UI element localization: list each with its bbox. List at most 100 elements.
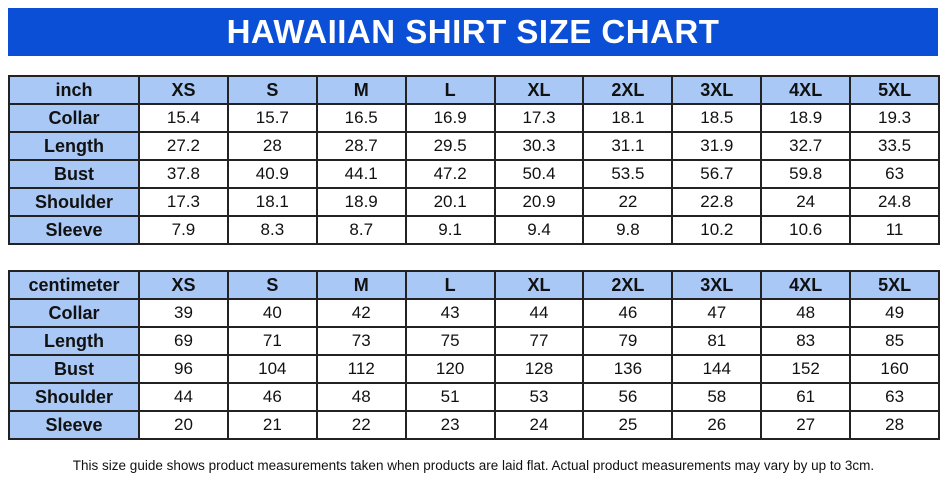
table-row: Bust 96 104 112 120 128 136 144 152 160 (8, 354, 941, 384)
row-label: Bust (8, 159, 140, 189)
size-header: 3XL (671, 270, 763, 300)
table-row: Sleeve 20 21 22 23 24 25 26 27 28 (8, 410, 941, 440)
measurement-cell: 63 (849, 382, 941, 412)
measurement-cell: 69 (138, 326, 229, 356)
measurement-cell: 33.5 (849, 131, 941, 161)
table-row: Shoulder 44 46 48 51 53 56 58 61 63 (8, 382, 941, 412)
measurement-cell: 44 (138, 382, 229, 412)
measurement-cell: 104 (226, 354, 318, 384)
row-label: Sleeve (8, 215, 140, 245)
measurement-cell: 9.4 (493, 215, 585, 245)
measurement-cell: 128 (493, 354, 585, 384)
measurement-cell: 17.3 (138, 187, 229, 217)
measurement-cell: 96 (138, 354, 229, 384)
size-header: 5XL (849, 270, 941, 300)
measurement-cell: 20 (138, 410, 229, 440)
measurement-cell: 16.9 (404, 103, 496, 133)
measurement-cell: 10.6 (760, 215, 852, 245)
unit-label: inch (8, 75, 140, 105)
measurement-cell: 15.7 (226, 103, 318, 133)
measurement-cell: 18.1 (582, 103, 674, 133)
size-header: M (315, 75, 407, 105)
measurement-cell: 85 (849, 326, 941, 356)
measurement-cell: 28.7 (315, 131, 407, 161)
measurement-cell: 73 (315, 326, 407, 356)
measurement-cell: 51 (404, 382, 496, 412)
measurement-cell: 37.8 (138, 159, 229, 189)
measurement-cell: 61 (760, 382, 852, 412)
measurement-cell: 112 (315, 354, 407, 384)
measurement-cell: 8.3 (226, 215, 318, 245)
measurement-cell: 47 (671, 298, 763, 328)
table-row: Collar 15.4 15.7 16.5 16.9 17.3 18.1 18.5 18.9 19… (8, 103, 941, 133)
measurement-cell: 9.8 (582, 215, 674, 245)
measurement-cell: 40 (226, 298, 318, 328)
measurement-cell: 83 (760, 326, 852, 356)
measurement-cell: 21 (226, 410, 318, 440)
footnote: This size guide shows product measuremen… (72, 458, 875, 473)
size-header: 3XL (671, 75, 763, 105)
measurement-cell: 39 (138, 298, 229, 328)
measurement-cell: 29.5 (404, 131, 496, 161)
measurement-cell: 7.9 (138, 215, 229, 245)
measurement-cell: 11 (849, 215, 941, 245)
measurement-cell: 16.5 (315, 103, 407, 133)
measurement-cell: 31.9 (671, 131, 763, 161)
measurement-cell: 44.1 (315, 159, 407, 189)
row-label: Shoulder (8, 382, 140, 412)
size-header: 2XL (582, 270, 674, 300)
measurement-cell: 17.3 (493, 103, 585, 133)
table-row: Sleeve 7.9 8.3 8.7 9.1 9.4 9.8 10.2 10.6 11 (8, 215, 941, 245)
table-row: Bust 37.8 40.9 44.1 47.2 50.4 53.5 56.7 59.8 63 (8, 159, 941, 189)
table-row: Collar 39 40 42 43 44 46 47 48 49 (8, 298, 941, 328)
table-row: Shoulder 17.3 18.1 18.9 20.1 20.9 22 22.8 24 24.8 (8, 187, 941, 217)
measurement-cell: 32.7 (760, 131, 852, 161)
measurement-cell: 30.3 (493, 131, 585, 161)
measurement-cell: 20.1 (404, 187, 496, 217)
measurement-cell: 24.8 (849, 187, 941, 217)
size-header: 4XL (760, 270, 852, 300)
table-row: Length 69 71 73 75 77 79 81 83 85 (8, 326, 941, 356)
measurement-cell: 75 (404, 326, 496, 356)
size-header: XL (493, 270, 585, 300)
measurement-cell: 18.5 (671, 103, 763, 133)
measurement-cell: 144 (671, 354, 763, 384)
size-header: XS (138, 75, 229, 105)
measurement-cell: 56 (582, 382, 674, 412)
page-title: HAWAIIAN SHIRT SIZE CHART (226, 13, 720, 50)
table-row: Length 27.2 28 28.7 29.5 30.3 31.1 31.9 32.7 33.5 (8, 131, 941, 161)
size-header: 4XL (760, 75, 852, 105)
measurement-cell: 44 (493, 298, 585, 328)
row-label: Shoulder (8, 187, 140, 217)
measurement-cell: 56.7 (671, 159, 763, 189)
measurement-cell: 20.9 (493, 187, 585, 217)
measurement-cell: 10.2 (671, 215, 763, 245)
measurement-cell: 46 (226, 382, 318, 412)
measurement-cell: 49 (849, 298, 941, 328)
size-header: XL (493, 75, 585, 105)
measurement-cell: 47.2 (404, 159, 496, 189)
measurement-cell: 53 (493, 382, 585, 412)
measurement-cell: 24 (493, 410, 585, 440)
measurement-cell: 18.9 (315, 187, 407, 217)
measurement-cell: 28 (226, 131, 318, 161)
row-label: Collar (8, 298, 140, 328)
measurement-cell: 48 (760, 298, 852, 328)
measurement-cell: 50.4 (493, 159, 585, 189)
measurement-cell: 27.2 (138, 131, 229, 161)
measurement-cell: 19.3 (849, 103, 941, 133)
measurement-cell: 26 (671, 410, 763, 440)
measurement-cell: 8.7 (315, 215, 407, 245)
unit-label: centimeter (8, 270, 140, 300)
inch-size-table: inch XS S M L XL 2XL 3XL 4XL 5XL Collar 15.4 15.7 16.… (8, 75, 941, 245)
measurement-cell: 152 (760, 354, 852, 384)
measurement-cell: 71 (226, 326, 318, 356)
measurement-cell: 22.8 (671, 187, 763, 217)
measurement-cell: 9.1 (404, 215, 496, 245)
measurement-cell: 22 (315, 410, 407, 440)
row-label: Sleeve (8, 410, 140, 440)
header-row: centimeter XS S M L XL 2XL 3XL 4XL 5XL (8, 270, 941, 300)
measurement-cell: 63 (849, 159, 941, 189)
measurement-cell: 23 (404, 410, 496, 440)
measurement-cell: 15.4 (138, 103, 229, 133)
